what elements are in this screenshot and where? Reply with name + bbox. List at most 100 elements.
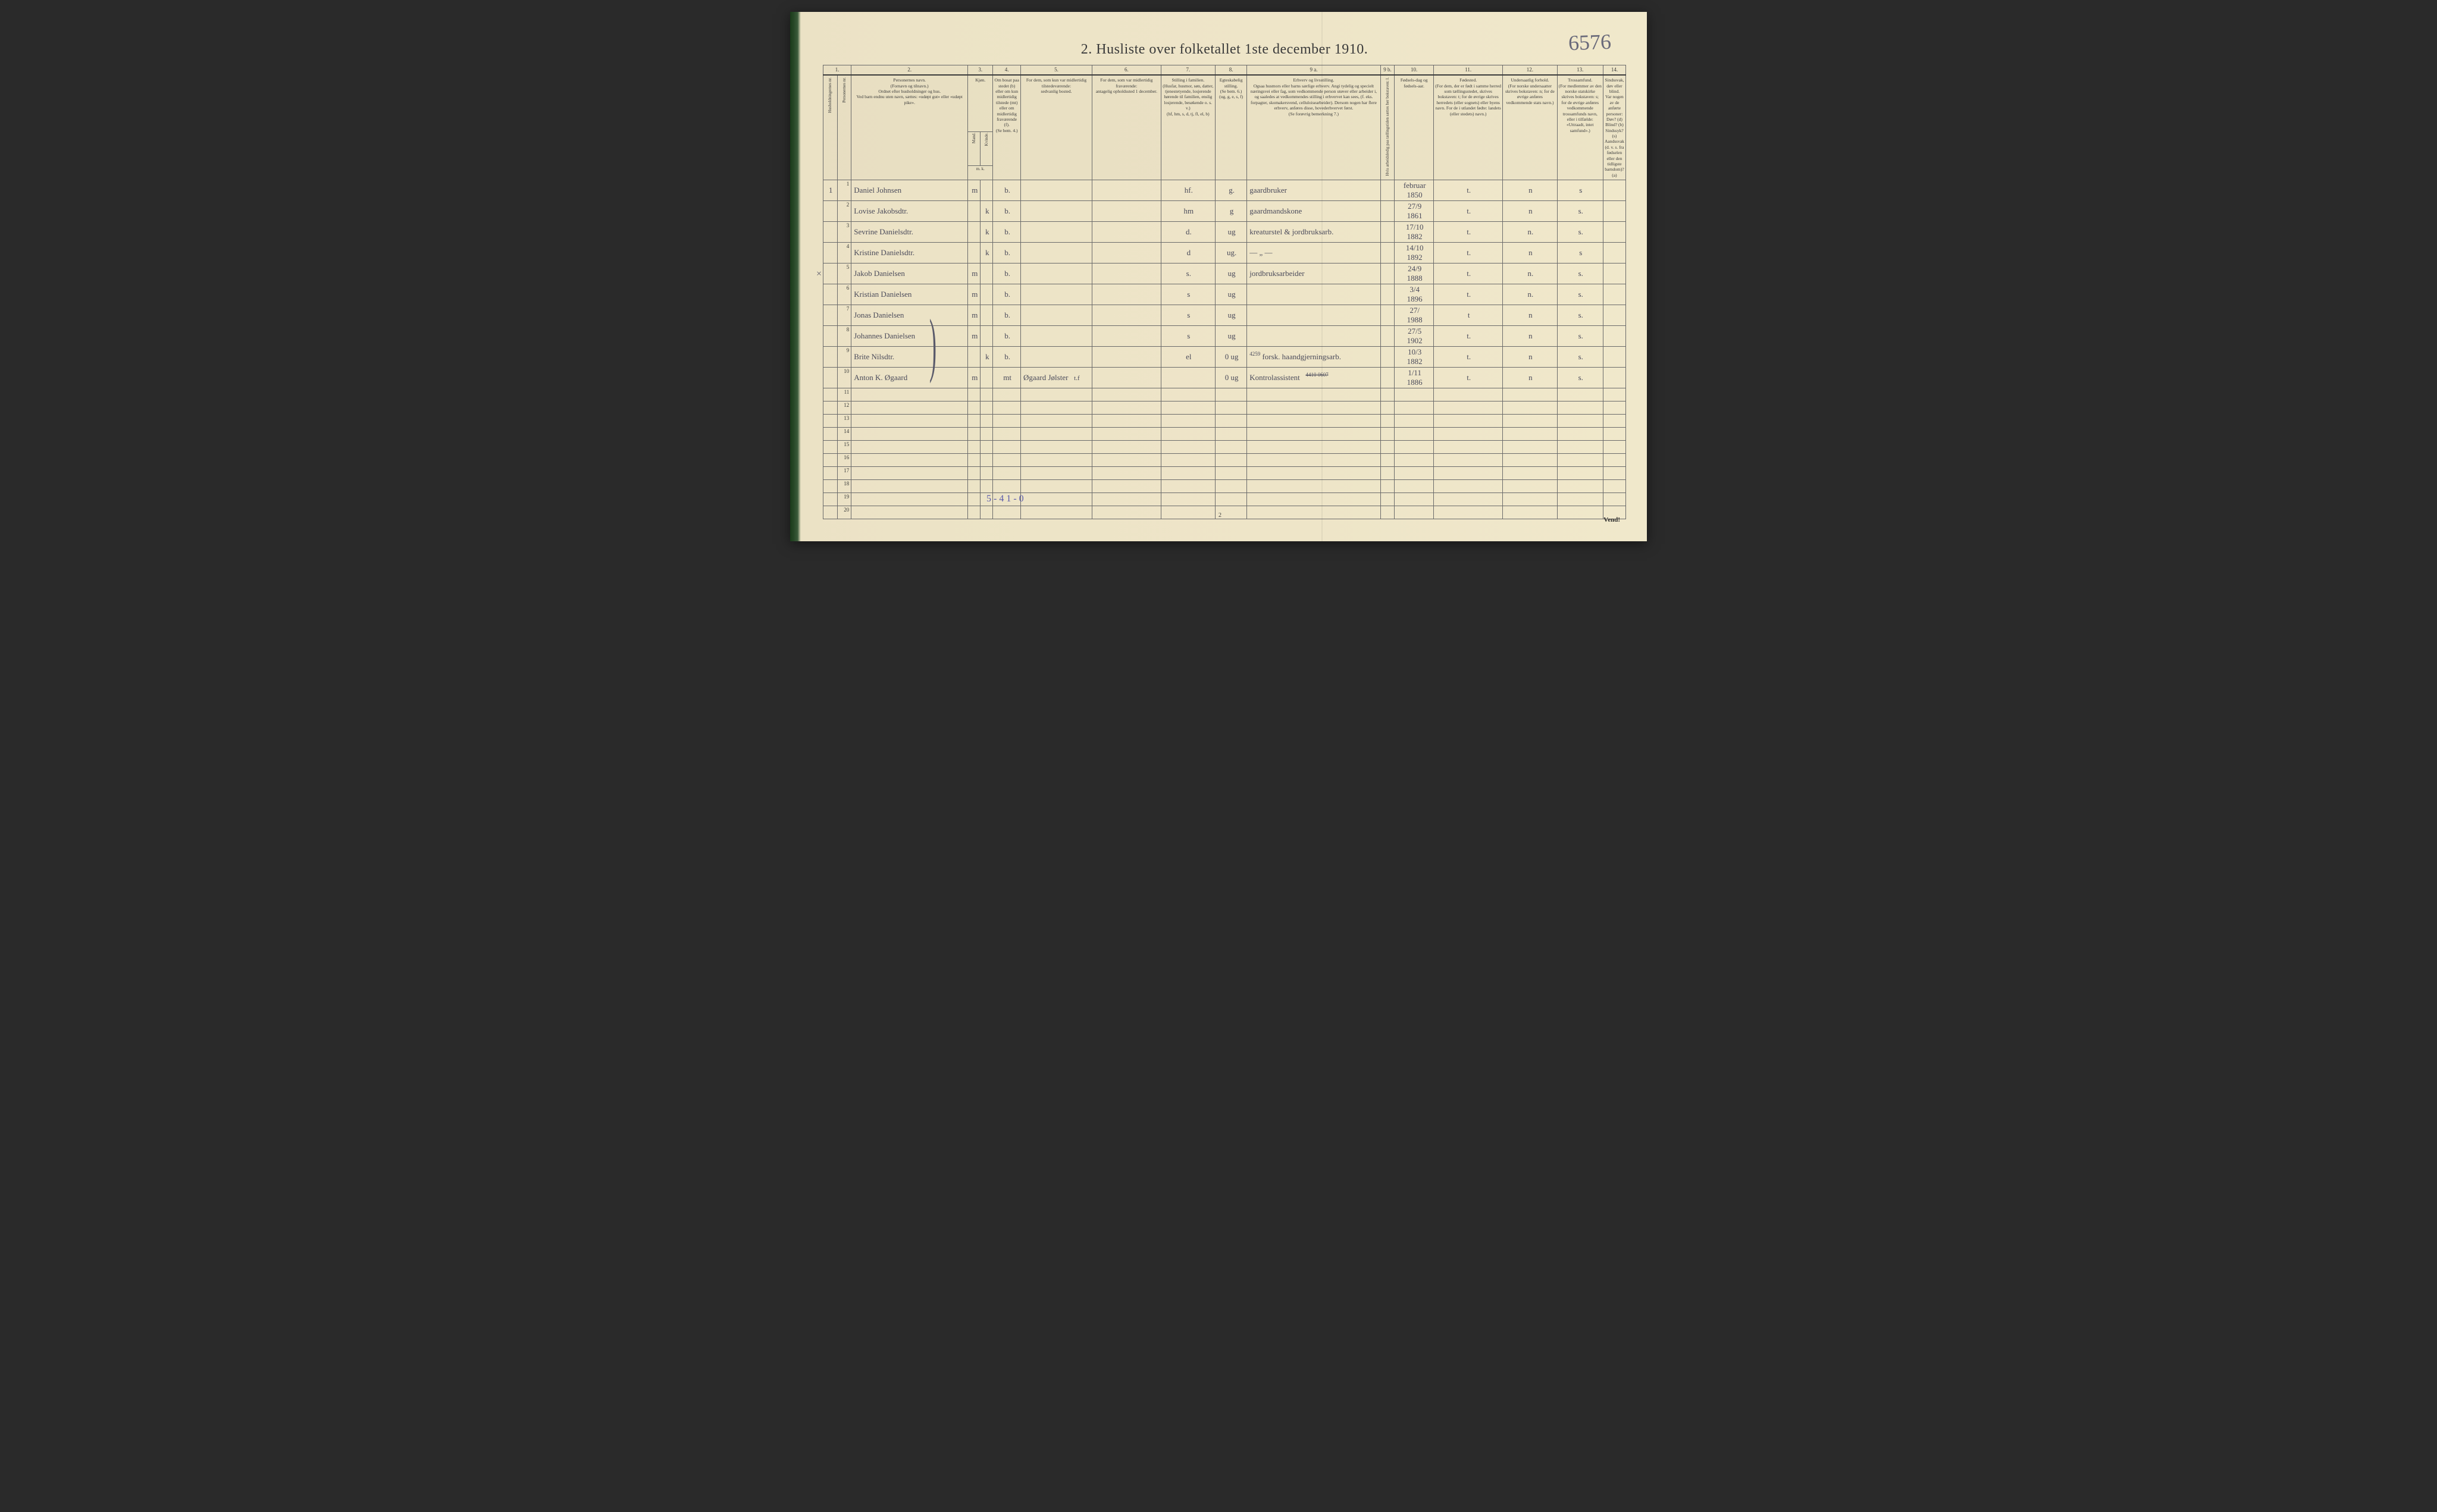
cell [1603,347,1625,368]
cell [1557,467,1603,480]
cell [1380,401,1395,415]
cell: n. [1503,263,1557,284]
cell [1557,428,1603,441]
cell: n [1503,243,1557,263]
cell [1020,415,1092,428]
turn-page-label: Vend! [1603,516,1620,523]
cell: 1 [837,180,851,201]
cell [1020,347,1092,368]
bottom-annotation: 5 - 4 1 - 0 [986,494,1024,504]
cell [981,454,993,467]
cell: Daniel Johnsen [851,180,968,201]
cell: s. [1557,222,1603,243]
cell: s. [1557,284,1603,305]
cell [1020,467,1092,480]
cell [1092,347,1161,368]
cell [1092,401,1161,415]
table-row: 14 [823,428,1626,441]
cell [993,454,1021,467]
cell [1247,305,1381,326]
cell [1020,263,1092,284]
hdr-unemployed: Hvis arbeidsledig paa tællingstiden sætt… [1380,75,1395,180]
cell [823,201,838,222]
cell [1503,480,1557,493]
cell [968,454,981,467]
cell [1092,368,1161,388]
cell: g. [1215,180,1246,201]
cell: Lovise Jakobsdtr. [851,201,968,222]
cell [1215,493,1246,506]
cell [1603,326,1625,347]
cell [1215,415,1246,428]
hdr-occupation: Erhverv og livsstilling. Ogsaa husmors e… [1247,75,1381,180]
cell: k [981,243,993,263]
cell [981,263,993,284]
cell [968,428,981,441]
cell [1603,388,1625,401]
cell [851,388,968,401]
cell [1092,454,1161,467]
cell [823,441,838,454]
cell: Anton K. Øgaard [851,368,968,388]
cell: k [981,222,993,243]
cell: Kristine Danielsdtr. [851,243,968,263]
cell [981,480,993,493]
colnum-7: 7. [1161,65,1215,76]
colnum-8: 8. [1215,65,1246,76]
cell: 4 [837,243,851,263]
cell: d [1161,243,1215,263]
cell [1603,401,1625,415]
cell [1380,467,1395,480]
table-body: 11Daniel Johnsenmb. hf.g.gaardbrukerfebr… [823,180,1626,519]
cell [1161,441,1215,454]
cell: n [1503,368,1557,388]
page-fold [1321,12,1323,541]
cell [823,467,838,480]
cell [993,506,1021,519]
cell [851,401,968,415]
cell [1092,222,1161,243]
cell [968,243,981,263]
cell [1020,222,1092,243]
cell [1380,428,1395,441]
cell: b. [993,305,1021,326]
cell [968,493,981,506]
cell: 27/51902 [1395,326,1434,347]
cell: Jonas Danielsen [851,305,968,326]
census-table: 1. 2. 3. 4. 5. 6. 7. 8. 9 a. 9 b. 10. 11… [823,65,1626,519]
cell [1380,368,1395,388]
cell: b. [993,326,1021,347]
cell [823,454,838,467]
cell [823,263,838,284]
cell [968,388,981,401]
cell: t. [1434,180,1503,201]
colnum-12: 12. [1503,65,1557,76]
cell [1380,388,1395,401]
cell [1434,506,1503,519]
cell [823,243,838,263]
cell: 27/91861 [1395,201,1434,222]
cell [1603,263,1625,284]
cell: 3 [837,222,851,243]
cell: s. [1557,305,1603,326]
handwritten-page-id: 6576 [1568,29,1611,55]
hdr-family-position: Stilling i familien. (Husfar, husmor, sø… [1161,75,1215,180]
cell [851,415,968,428]
margin-cross-mark: × [816,269,822,280]
cell [1603,467,1625,480]
cell: 5 [837,263,851,284]
cell [968,467,981,480]
cell: t. [1434,368,1503,388]
cell: k [981,201,993,222]
cell: s [1161,326,1215,347]
cell [1434,428,1503,441]
cell [1503,506,1557,519]
colnum-1: 1. [823,65,851,76]
cell [1395,454,1434,467]
cell: t. [1434,243,1503,263]
cell [1020,493,1092,506]
cell: ug [1215,284,1246,305]
hdr-residence-status: Om bosat paa stedet (b) eller om kun mid… [993,75,1021,180]
table-row: 19 [823,493,1626,506]
hdr-temp-absent: For dem, som var midlertidig fraværende:… [1092,75,1161,180]
